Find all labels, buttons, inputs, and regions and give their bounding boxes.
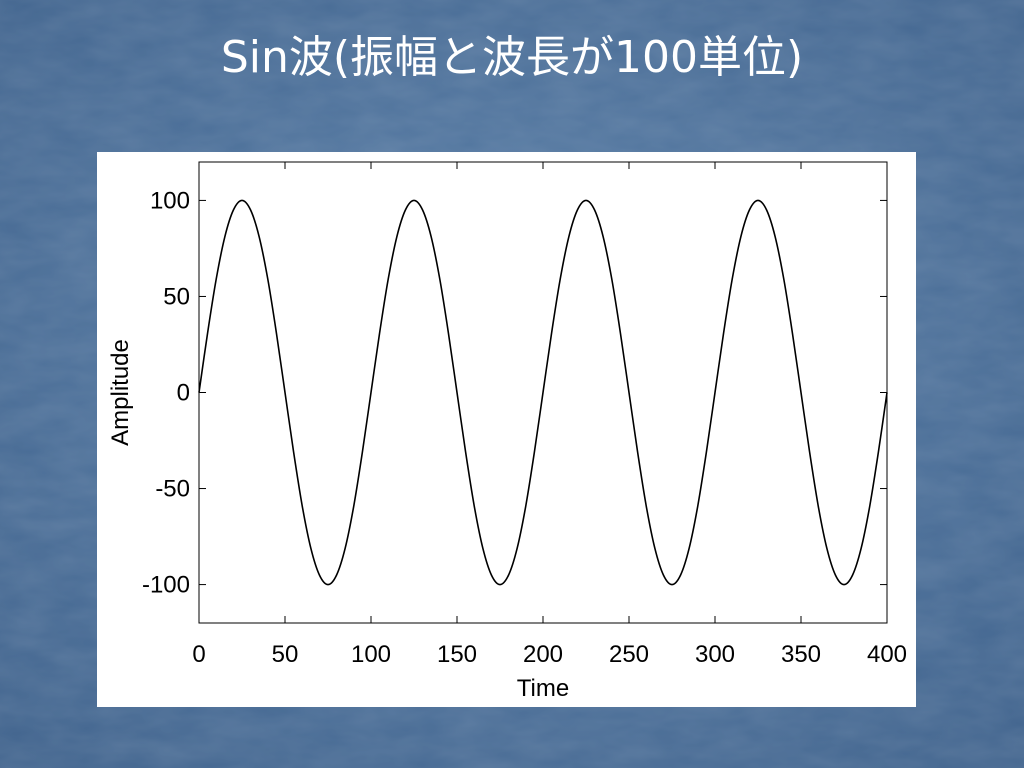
x-tick-label: 400 [867, 641, 907, 668]
plot: 0 50 100 150 200 250 300 350 400 -100 -50 0 50 100 Tim… [107, 161, 907, 702]
line [198, 199, 888, 586]
y-axis-label: Amplitude [107, 339, 134, 446]
x-tick-label: 100 [351, 641, 391, 668]
x-tick-label: 350 [781, 641, 821, 668]
x-tick-label: 0 [192, 641, 205, 668]
x-tick-label: 50 [272, 641, 299, 668]
slide-title: Sin波(振幅と波長が100単位) [221, 32, 803, 83]
x-tick-label: 150 [437, 641, 477, 668]
x-tick-label: 200 [523, 641, 563, 668]
x-tick-label: 300 [695, 641, 735, 668]
x-tick-label: 250 [609, 641, 649, 668]
chart-panel [97, 152, 916, 707]
y-tick-label: 50 [163, 283, 190, 310]
y-tick-label: 0 [177, 380, 190, 407]
y-tick-label: 100 [150, 187, 190, 214]
y-tick-label: -100 [142, 572, 190, 599]
y-tick-label: -50 [155, 476, 190, 503]
x-axis-label: Time [517, 675, 569, 702]
